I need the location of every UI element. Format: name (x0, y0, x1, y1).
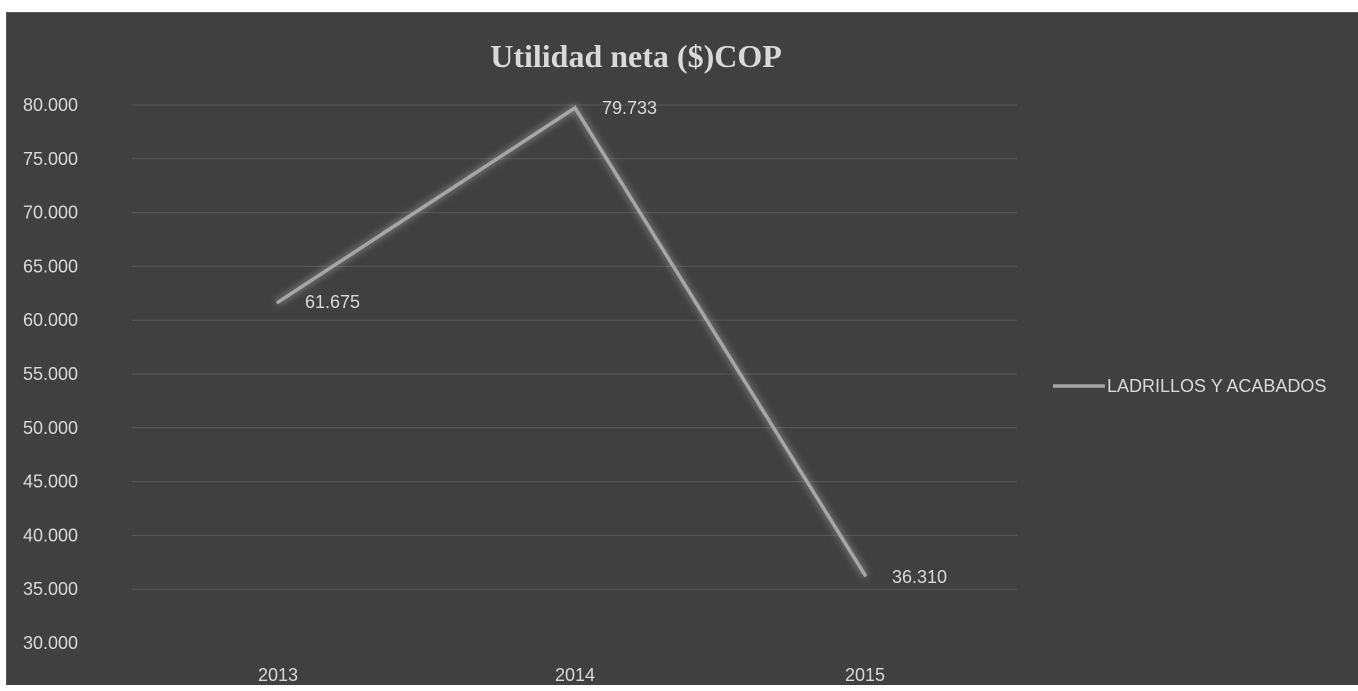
data-labels: 61.675 79.733 36.310 (305, 98, 947, 587)
gridlines (132, 104, 1017, 590)
series-lines (276, 105, 867, 577)
line-chart: Utilidad neta ($)COP 30.000 35.000 40.000 4… (23, 38, 1327, 685)
data-point (276, 300, 280, 304)
y-axis-ticks: 30.000 35.000 40.000 45.000 50.000 55.000 60.0… (23, 95, 78, 653)
x-axis-ticks: 2013 2014 2015 (258, 665, 885, 685)
data-label: 36.310 (892, 567, 947, 587)
chart-area: Utilidad neta ($)COP 30.000 35.000 40.000 4… (6, 12, 1358, 685)
chart-title: Utilidad neta ($)COP (490, 38, 782, 74)
y-tick-label: 80.000 (23, 95, 78, 115)
x-tick-label: 2014 (555, 665, 595, 685)
y-tick-label: 55.000 (23, 364, 78, 384)
data-label: 61.675 (305, 292, 360, 312)
data-point (863, 573, 867, 577)
y-tick-label: 35.000 (23, 579, 78, 599)
y-tick-label: 60.000 (23, 310, 78, 330)
y-tick-label: 75.000 (23, 149, 78, 169)
y-tick-label: 40.000 (23, 525, 78, 545)
y-tick-label: 50.000 (23, 418, 78, 438)
legend-label: LADRILLOS Y ACABADOS (1107, 376, 1326, 396)
y-tick-label: 65.000 (23, 256, 78, 276)
y-tick-label: 70.000 (23, 203, 78, 223)
series-line (276, 105, 867, 577)
y-tick-label: 45.000 (23, 472, 78, 492)
x-tick-label: 2015 (845, 665, 885, 685)
data-label: 79.733 (602, 98, 657, 118)
y-tick-label: 30.000 (23, 633, 78, 653)
x-tick-label: 2013 (258, 665, 298, 685)
legend: LADRILLOS Y ACABADOS (1053, 376, 1326, 396)
data-point (573, 106, 577, 110)
